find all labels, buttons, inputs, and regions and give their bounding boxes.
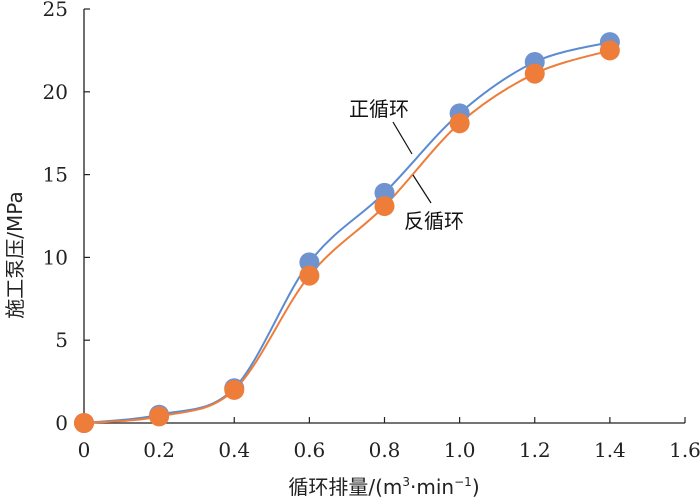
data-point-reverse: [524, 63, 545, 84]
x-tick-label: 0.2: [143, 438, 175, 462]
series-label-forward: 正循环: [349, 97, 409, 121]
y-axis-title: 施工泵压/MPa: [3, 191, 27, 318]
x-axis-title-end: ): [472, 475, 480, 499]
data-point-reverse: [74, 413, 94, 433]
data-point-reverse: [374, 196, 395, 217]
x-tick-label: 0.8: [369, 438, 401, 462]
data-point-reverse: [224, 379, 245, 400]
y-tick-label: 20: [43, 80, 68, 104]
x-tick-label: 1.2: [519, 438, 551, 462]
x-tick-label: 1.4: [594, 438, 626, 462]
x-tick-label: 0.6: [293, 438, 325, 462]
x-tick-label: 1.6: [669, 438, 700, 462]
series-line-reverse: [83, 49, 611, 424]
series-group: [74, 32, 620, 433]
x-axis-title: 循环排量/(m3·min−1): [288, 475, 479, 499]
series-label-forward-leader: [392, 121, 413, 155]
x-axis-title-sup1: 3: [402, 475, 410, 489]
x-ticks: 0 0.2 0.4 0.6 0.8 1.0 1.2 1.4 1.6: [78, 417, 700, 462]
data-point-reverse: [299, 265, 320, 286]
y-tick-label: 0: [55, 411, 68, 435]
data-point-reverse: [449, 113, 470, 134]
series-line-forward: [83, 41, 611, 424]
x-tick-label: 0.4: [218, 438, 250, 462]
x-axis-title-sup2: −1: [454, 475, 472, 489]
x-axis-title-main: 循环排量/(m: [288, 475, 402, 499]
x-axis-title-mid: ·min: [410, 475, 454, 499]
y-tick-label: 15: [43, 163, 68, 187]
y-tick-label: 10: [43, 245, 68, 269]
x-tick-label: 1.0: [444, 438, 476, 462]
data-point-reverse: [149, 406, 170, 427]
y-ticks: 0 5 10 15 20 25: [43, 0, 90, 435]
x-tick-label: 0: [78, 438, 91, 462]
series-label-reverse-leader: [412, 174, 432, 204]
data-point-reverse: [599, 40, 620, 61]
series-label-reverse: 反循环: [404, 209, 464, 233]
y-tick-label: 25: [43, 0, 68, 21]
y-tick-label: 5: [55, 328, 68, 352]
